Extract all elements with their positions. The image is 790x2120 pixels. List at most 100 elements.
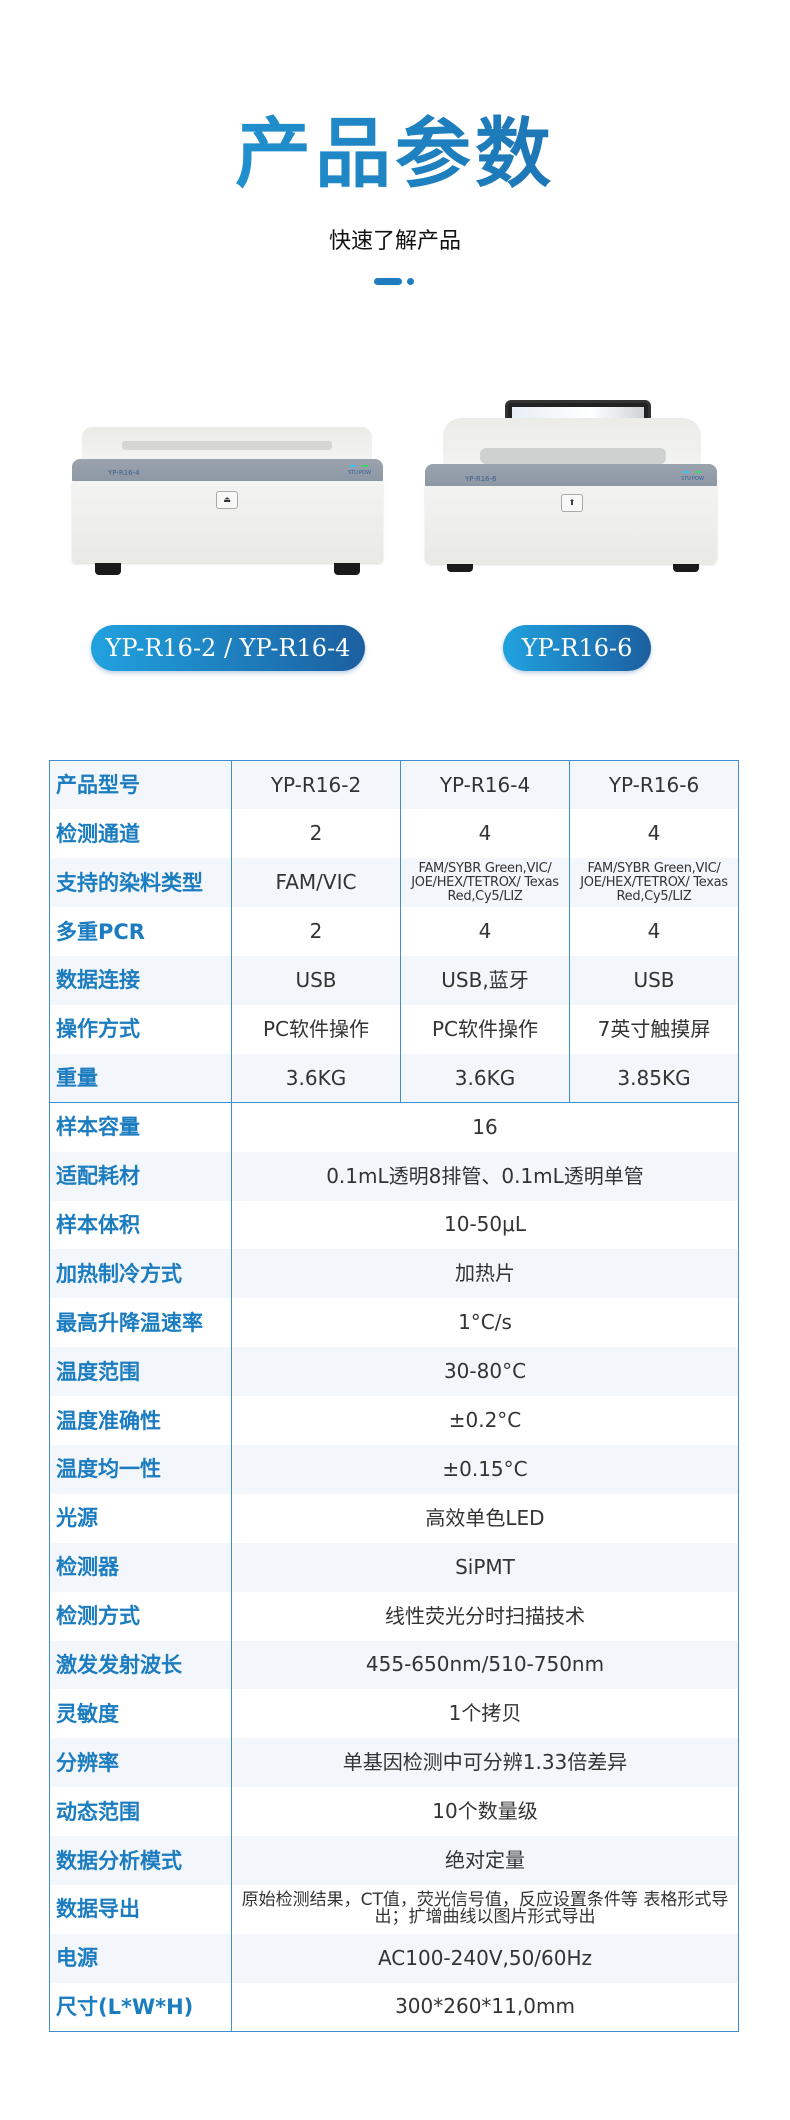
product-brand-label: YP-R16-6 <box>465 475 497 483</box>
spec-label: 产品型号 <box>49 760 232 810</box>
spec-value: 4 <box>400 809 570 859</box>
spec-value: 1个拷贝 <box>448 1701 522 1726</box>
spec-label: 激发发射波长 <box>49 1640 232 1690</box>
table-row: 最高升降温速率 1°C/s <box>49 1298 739 1348</box>
table-row: 温度范围 30-80°C <box>49 1347 739 1397</box>
spec-value: 加热片 <box>231 1249 739 1299</box>
eject-icon: ⬆ <box>561 494 583 512</box>
spec-value: 30-80°C <box>231 1347 739 1397</box>
product-brand-label: YP-R16-4 <box>108 469 140 477</box>
spec-label: 适配耗材 <box>49 1151 232 1201</box>
table-row: 检测方式 线性荧光分时扫描技术 <box>49 1591 739 1641</box>
spec-value: USB <box>231 956 401 1005</box>
spec-value: 2 <box>231 907 401 957</box>
spec-value: 16 <box>472 1114 498 1139</box>
power-led <box>695 471 701 473</box>
table-row: 光源 高效单色LED <box>49 1493 739 1543</box>
table-row: 适配耗材 0.1mL透明8排管、0.1mL透明单管 <box>49 1151 739 1201</box>
spec-label: 检测通道 <box>49 809 232 859</box>
spec-value: 线性荧光分时扫描技术 <box>385 1603 585 1628</box>
spec-value: 1°C/s <box>458 1310 512 1335</box>
spec-value: USB <box>569 956 739 1005</box>
spec-value: AC100-240V,50/60Hz <box>231 1933 739 1983</box>
spec-label: 温度范围 <box>49 1347 232 1397</box>
table-row: 电源 AC100-240V,50/60Hz <box>49 1933 739 1983</box>
spec-label: 检测方式 <box>49 1591 232 1641</box>
led-label-pow: POW <box>692 476 704 482</box>
table-row: 分辨率 单基因检测中可分辨1.33倍差异 <box>49 1738 739 1788</box>
status-led <box>350 465 356 467</box>
spec-label: 检测器 <box>49 1542 232 1592</box>
table-row: 加热制冷方式 加热片 <box>49 1249 739 1299</box>
spec-label: 重量 <box>49 1053 232 1104</box>
status-led <box>683 471 689 473</box>
table-row: 样本体积 10-50μL <box>49 1200 739 1250</box>
table-row: 激发发射波长 455-650nm/510-750nm <box>49 1640 739 1690</box>
spec-value: 10-50μL <box>444 1212 526 1237</box>
spec-label: 支持的染料类型 <box>49 858 232 908</box>
table-row-header: 产品型号 YP-R16-2 YP-R16-4 YP-R16-6 <box>49 760 739 810</box>
table-row: 数据分析模式 绝对定量 <box>49 1836 739 1885</box>
spec-label: 加热制冷方式 <box>49 1249 232 1299</box>
page-title: 产品参数 <box>0 92 790 202</box>
spec-value: 4 <box>400 907 570 957</box>
spec-label: 灵敏度 <box>49 1689 232 1739</box>
spec-table: 产品型号 YP-R16-2 YP-R16-4 YP-R16-6 检测通道 2 4 4 支… <box>49 760 739 2033</box>
model-header: YP-R16-6 <box>569 760 739 810</box>
spec-value: 2 <box>231 809 401 859</box>
table-row: 重量 3.6KG 3.6KG 3.85KG <box>49 1053 739 1104</box>
spec-value: 3.6KG <box>400 1053 570 1104</box>
table-row: 支持的染料类型 FAM/VIC FAM/SYBR Green,VIC/ JOE/HE… <box>49 858 739 908</box>
product-image-yp-r16-2-4: YP-R16-4 STU POW ⏏ <box>70 425 385 575</box>
table-row: 检测器 SiPMT <box>49 1542 739 1592</box>
spec-label: 温度准确性 <box>49 1396 232 1445</box>
eject-icon: ⏏ <box>216 491 238 509</box>
spec-label: 尺寸(L*W*H) <box>49 1982 232 2032</box>
decor-dot <box>407 278 414 285</box>
spec-value: USB,蓝牙 <box>400 956 570 1005</box>
model-header: YP-R16-4 <box>400 760 570 810</box>
spec-value: 455-650nm/510-750nm <box>231 1640 739 1690</box>
spec-value: 4 <box>647 821 661 846</box>
page-subtitle: 快速了解产品 <box>328 229 461 254</box>
model-header: YP-R16-2 <box>231 760 401 810</box>
spec-value: 3.85KG <box>569 1053 739 1104</box>
table-row: 温度准确性 ±0.2°C <box>49 1396 739 1445</box>
table-row: 检测通道 2 4 4 <box>49 809 739 859</box>
power-led <box>362 465 368 467</box>
table-row: 数据连接 USB USB,蓝牙 USB <box>49 956 739 1005</box>
spec-label: 最高升降温速率 <box>49 1298 232 1348</box>
spec-value: ±0.2°C <box>448 1408 522 1433</box>
spec-value: SiPMT <box>231 1542 739 1592</box>
product-image-yp-r16-6: YP-R16-6 STU POW ⬆ <box>425 400 717 575</box>
table-row: 动态范围 10个数量级 <box>49 1787 739 1837</box>
spec-value: 单基因检测中可分辨1.33倍差异 <box>231 1738 739 1788</box>
led-label-pow: POW <box>359 470 371 476</box>
led-label-stu: STU <box>348 470 358 476</box>
spec-label: 多重PCR <box>49 907 232 957</box>
spec-value: 7英寸触摸屏 <box>597 1016 711 1041</box>
table-row: 多重PCR 2 4 4 <box>49 907 739 957</box>
spec-value: FAM/VIC <box>231 858 401 908</box>
spec-label: 光源 <box>49 1493 232 1543</box>
spec-label: 数据连接 <box>49 956 232 1005</box>
spec-value: 原始检测结果，CT值，荧光信号值，反应设置条件等 表格形式导出；扩增曲线以图片形… <box>241 1889 729 1928</box>
spec-value: 300*260*11,0mm <box>395 1994 575 2019</box>
spec-value: 绝对定量 <box>231 1836 739 1885</box>
spec-label: 样本体积 <box>49 1200 232 1250</box>
spec-value: PC软件操作 <box>400 1004 570 1054</box>
spec-label: 电源 <box>49 1933 232 1983</box>
product-label-yp-r16-2-4: YP-R16-2 / YP-R16-4 <box>91 625 365 671</box>
spec-value: 4 <box>647 919 661 944</box>
spec-value: 0.1mL透明8排管、0.1mL透明单管 <box>231 1151 739 1201</box>
led-label-stu: STU <box>681 476 691 482</box>
spec-value: 10个数量级 <box>432 1799 538 1824</box>
table-row: 尺寸(L*W*H) 300*260*11,0mm <box>49 1982 739 2032</box>
spec-label: 温度均一性 <box>49 1444 232 1494</box>
table-row: 数据导出 原始检测结果，CT值，荧光信号值，反应设置条件等 表格形式导出；扩增曲线… <box>49 1884 739 1934</box>
spec-label: 数据导出 <box>49 1884 232 1934</box>
spec-label: 数据分析模式 <box>49 1836 232 1885</box>
spec-value: PC软件操作 <box>231 1004 401 1054</box>
table-row: 操作方式 PC软件操作 PC软件操作 7英寸触摸屏 <box>49 1004 739 1054</box>
spec-label: 操作方式 <box>49 1004 232 1054</box>
